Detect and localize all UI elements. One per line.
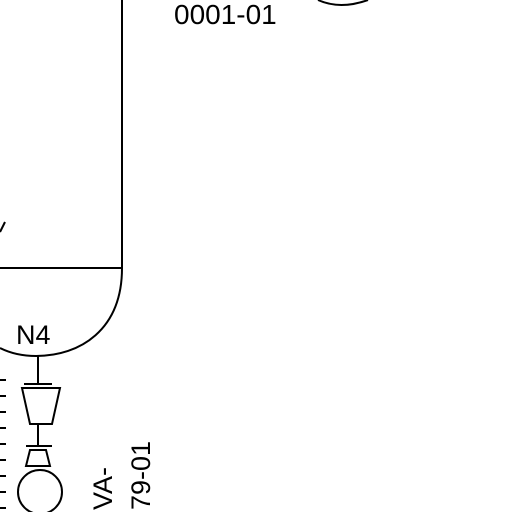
reducer-symbol [20, 387, 62, 425]
tag-label-bottom-line2: 79-01 [126, 441, 156, 510]
left-edge-text-fragments [0, 379, 6, 509]
tag-label-top: 0001-01 [174, 0, 277, 30]
tag-label-bottom-line1: VA- [88, 467, 118, 510]
top-bubble-arc [317, 0, 369, 6]
tag-label-bottom: VA- [88, 467, 118, 510]
tag-label-bottom-2: 79-01 [126, 441, 156, 510]
vessel-bottom-head [0, 267, 123, 358]
nozzle-label: N4 [16, 320, 51, 350]
left-edge-fragment [0, 221, 6, 233]
instrument-bubble [17, 469, 63, 512]
valve-symbol [24, 449, 52, 467]
